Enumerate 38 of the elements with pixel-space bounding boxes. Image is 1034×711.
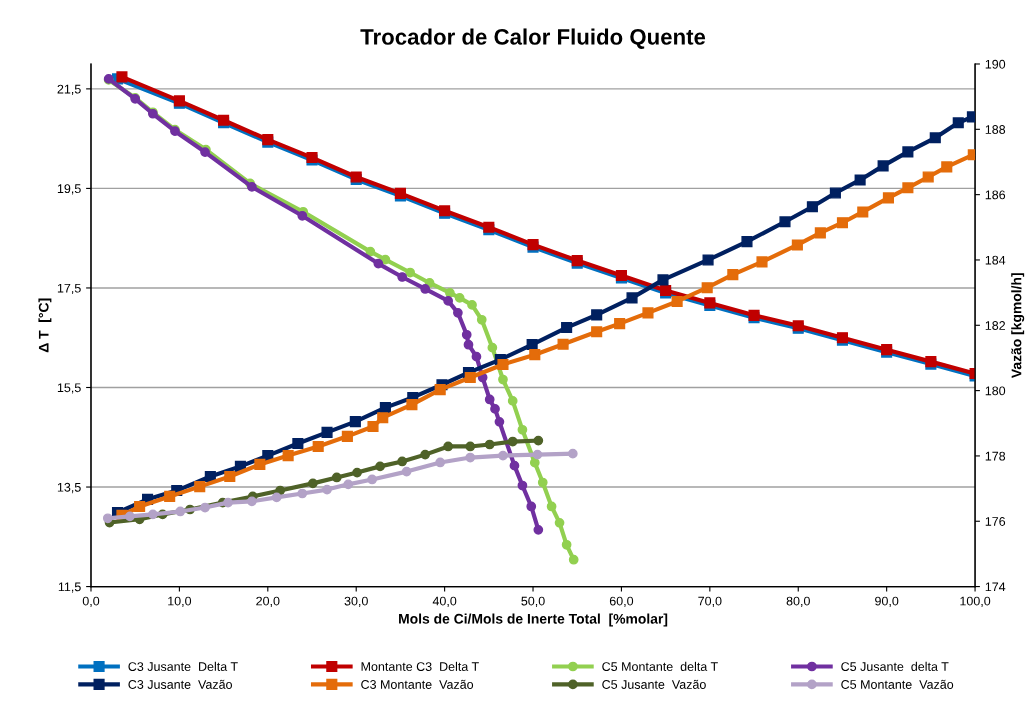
y-tick-label: 19,5 [57, 184, 81, 195]
x-axis-title: Mols de Ci/Mols de Inerte Total [%molar] [399, 613, 668, 627]
legend-label: C3 Jusante Vazão [128, 679, 232, 689]
chart-title: Trocador de Calor Fluido Quente [360, 28, 706, 49]
y2-tick-label: 174 [985, 582, 1006, 592]
x-tick-label: 100,0 [960, 596, 991, 607]
legend-label: C5 Montante Vazão [841, 679, 954, 689]
y2-tick-label: 180 [985, 386, 1006, 396]
y2-tick-label: 186 [985, 190, 1006, 200]
x-tick-label: 60,0 [609, 596, 634, 607]
y-tick-label: 13,5 [57, 482, 81, 494]
x-tick-label: 40,0 [432, 596, 457, 607]
y2-axis-title: Vazão [kgmol/h] [1011, 273, 1025, 379]
x-tick-label: 10,0 [168, 596, 192, 607]
legend-label: Montante C3 Delta T [361, 661, 479, 671]
x-tick-label: 30,0 [344, 596, 368, 607]
y2-tick-label: 176 [985, 517, 1006, 526]
x-tick-label: 70,0 [698, 596, 722, 607]
legend-label: C5 Montante delta T [602, 661, 718, 671]
x-tick-label: 50,0 [521, 596, 545, 607]
x-tick-label: 0,0 [82, 596, 100, 607]
legend-label: C3 Montante Vazão [361, 679, 474, 689]
y2-tick-label: 184 [985, 255, 1006, 265]
legend-label: C5 Jusante delta T [841, 661, 949, 671]
y-tick-label: 15,5 [57, 383, 81, 394]
y2-tick-label: 178 [985, 451, 1006, 461]
y-tick-label: 21,5 [57, 84, 81, 95]
y-axis-title: Δ T [°C] [38, 298, 52, 353]
x-tick-label: 90,0 [875, 596, 899, 607]
y2-tick-label: 190 [985, 59, 1006, 69]
y-tick-label: 11,5 [58, 582, 81, 593]
y-tick-label: 17,5 [57, 283, 81, 295]
x-tick-label: 20,0 [256, 596, 280, 607]
legend-label: C5 Jusante Vazão [602, 679, 706, 689]
legend-label: C3 Jusante Delta T [128, 661, 238, 671]
y2-tick-label: 182 [985, 321, 1006, 330]
y2-tick-label: 188 [985, 125, 1006, 134]
x-tick-label: 80,0 [786, 596, 810, 607]
